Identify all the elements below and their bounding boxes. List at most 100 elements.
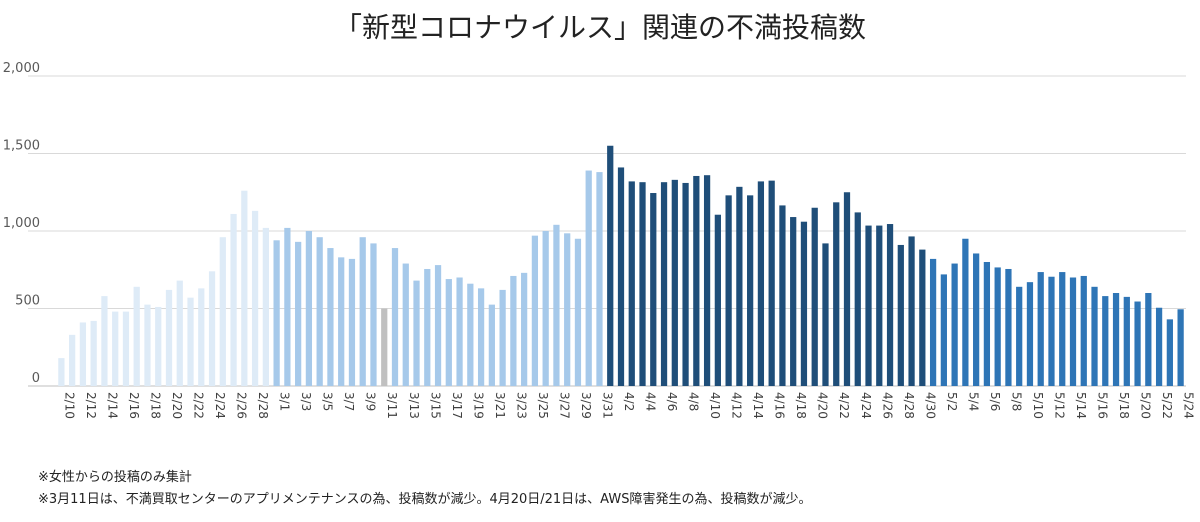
bar-5-9 xyxy=(1016,286,1023,386)
bar-4-3 xyxy=(628,181,635,386)
x-tick-label: 3/25 xyxy=(536,392,550,419)
bar-5-5 xyxy=(973,253,980,386)
x-tick-label: 3/19 xyxy=(471,392,485,419)
bar-5-2 xyxy=(940,274,947,386)
x-tick-label: 5/12 xyxy=(1052,392,1066,419)
bar-3-28 xyxy=(564,233,571,386)
bar-3-4 xyxy=(305,231,313,386)
bar-4-30 xyxy=(919,249,926,386)
bar-4-18 xyxy=(790,217,797,386)
bar-4-6 xyxy=(660,182,668,386)
bar-3-2 xyxy=(284,227,291,386)
bar-3-21 xyxy=(488,304,495,387)
bar-2-15 xyxy=(112,311,119,386)
x-tick-label: 2/10 xyxy=(62,392,76,419)
bar-2-28 xyxy=(251,210,259,386)
bar-2-29 xyxy=(262,227,269,386)
bar-2-21 xyxy=(176,280,183,386)
x-tick-label: 4/4 xyxy=(644,392,658,411)
bar-5-7 xyxy=(994,267,1001,386)
bar-4-1 xyxy=(607,145,614,386)
bar-2-22 xyxy=(187,297,194,386)
x-tick-label: 2/20 xyxy=(170,392,184,419)
bar-5-10 xyxy=(1026,282,1034,386)
x-tick-label: 3/15 xyxy=(428,392,442,419)
x-tick-label: 4/28 xyxy=(902,392,916,419)
footnote-1: ※女性からの投稿のみ集計 xyxy=(38,470,192,485)
x-tick-label: 5/10 xyxy=(1031,392,1045,419)
x-tick-label: 4/10 xyxy=(708,392,722,419)
bar-4-9 xyxy=(693,175,700,386)
bar-3-10 xyxy=(370,243,377,386)
bar-3-7 xyxy=(338,257,345,386)
bar-3-8 xyxy=(348,258,356,386)
bar-4-29 xyxy=(908,236,915,386)
x-tick-label: 5/6 xyxy=(988,392,1002,411)
bar-3-3 xyxy=(295,241,302,386)
bar-5-15 xyxy=(1080,275,1087,386)
bar-4-13 xyxy=(736,186,743,386)
bar-4-19 xyxy=(800,221,808,386)
y-tick-label: 500 xyxy=(15,294,40,309)
x-tick-label: 3/13 xyxy=(407,392,421,419)
bar-5-11 xyxy=(1037,272,1044,386)
bar-5-8 xyxy=(1005,268,1012,386)
bar-2-13 xyxy=(90,320,97,386)
bar-2-11 xyxy=(69,334,76,386)
bar-5-6 xyxy=(983,262,991,386)
x-tick-label: 4/24 xyxy=(859,392,873,419)
x-tick-label: 4/26 xyxy=(880,392,894,419)
bar-2-16 xyxy=(122,311,130,386)
bar-2-12 xyxy=(79,322,87,386)
bar-5-20 xyxy=(1134,301,1141,386)
x-tick-label: 5/14 xyxy=(1074,392,1088,419)
bar-5-19 xyxy=(1123,296,1130,387)
x-tick-label: 3/3 xyxy=(299,392,313,411)
bar-3-13 xyxy=(402,263,409,386)
x-tick-label: 3/31 xyxy=(600,392,614,419)
bar-3-9 xyxy=(359,237,366,386)
bar-5-14 xyxy=(1069,277,1077,386)
x-tick-label: 2/14 xyxy=(105,392,119,419)
bar-2-27 xyxy=(241,190,248,386)
x-tick-label: 4/22 xyxy=(837,392,851,419)
bar-3-15 xyxy=(424,268,431,386)
bar-2-14 xyxy=(101,296,108,386)
bar-2-25 xyxy=(219,237,226,386)
bar-2-19 xyxy=(155,306,162,386)
x-tick-label: 5/18 xyxy=(1117,392,1131,419)
bar-2-24 xyxy=(208,271,216,386)
bar-5-16 xyxy=(1091,286,1098,386)
bar-4-24 xyxy=(854,212,861,386)
bar-5-22 xyxy=(1155,307,1163,386)
bar-5-1 xyxy=(929,258,937,386)
bar-4-26 xyxy=(876,225,883,386)
bar-4-23 xyxy=(843,192,851,386)
x-tick-label: 5/4 xyxy=(966,392,980,411)
bar-2-20 xyxy=(165,289,173,386)
bar-4-5 xyxy=(650,193,657,386)
bar-2-10 xyxy=(58,358,65,386)
bar-3-6 xyxy=(327,248,334,386)
x-tick-label: 4/30 xyxy=(923,392,937,419)
bar-5-12 xyxy=(1048,276,1055,386)
x-tick-label: 3/5 xyxy=(321,392,335,411)
bar-3-14 xyxy=(413,280,420,386)
bar-4-12 xyxy=(725,195,732,386)
x-tick-label: 3/11 xyxy=(385,392,399,419)
x-tick-label: 5/2 xyxy=(945,392,959,411)
bar-4-28 xyxy=(897,244,904,386)
x-tick-label: 3/29 xyxy=(579,392,593,419)
x-tick-label: 2/26 xyxy=(235,392,249,419)
bar-5-13 xyxy=(1059,272,1066,386)
bar-5-18 xyxy=(1112,293,1120,386)
bar-4-11 xyxy=(714,214,721,386)
bar-3-5 xyxy=(316,237,323,386)
bar-5-17 xyxy=(1102,296,1109,386)
y-tick-label: 1,000 xyxy=(3,216,40,231)
x-tick-label: 3/17 xyxy=(450,392,464,419)
bar-2-23 xyxy=(198,288,205,386)
bar-3-18 xyxy=(456,277,463,386)
bar-3-30 xyxy=(585,170,592,386)
